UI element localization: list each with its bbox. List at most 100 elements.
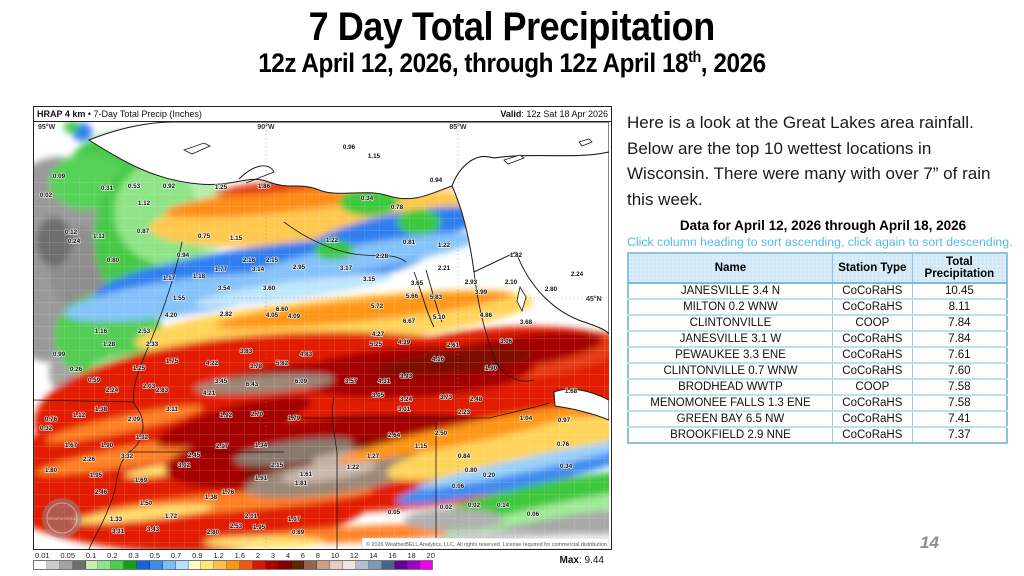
scale-tick: 0.3 — [128, 551, 139, 560]
svg-text:4.27: 4.27 — [372, 331, 385, 338]
svg-text:2.83: 2.83 — [156, 387, 169, 394]
svg-text:0.20: 0.20 — [483, 472, 496, 479]
scale-tick: 1.6 — [234, 551, 246, 560]
svg-text:0.02: 0.02 — [468, 502, 481, 509]
scale-cell — [34, 561, 47, 569]
page-number: 14 — [920, 533, 939, 552]
svg-text:1.07: 1.07 — [288, 516, 301, 523]
scale-tick: 1.2 — [213, 551, 224, 560]
state-borders — [34, 165, 550, 549]
scale-cell — [124, 561, 137, 569]
scale-cell — [265, 561, 279, 569]
svg-text:6.67: 6.67 — [403, 318, 416, 325]
svg-text:1.17: 1.17 — [163, 275, 176, 282]
svg-text:2.23: 2.23 — [458, 409, 471, 416]
scale-tick: 10 — [330, 551, 340, 560]
color-scale: 0.01 0.05 0.1 0.2 0.3 0.5 0.7 0.9 1.2 1.6 2 3 4 6 8 10 1… — [33, 551, 610, 570]
svg-text:5.25: 5.25 — [370, 341, 383, 348]
svg-text:3.05: 3.05 — [372, 392, 385, 399]
svg-text:0.09: 0.09 — [53, 173, 66, 180]
svg-text:2.16: 2.16 — [243, 257, 256, 264]
column-header-name[interactable]: Name — [627, 252, 833, 284]
svg-text:1.15: 1.15 — [230, 235, 243, 242]
svg-text:2.53: 2.53 — [138, 328, 151, 335]
svg-text:3.99: 3.99 — [475, 289, 488, 296]
svg-text:0.24: 0.24 — [68, 238, 81, 245]
svg-text:45°N: 45°N — [586, 295, 602, 303]
scale-cell — [59, 561, 73, 569]
svg-text:0.06: 0.06 — [527, 511, 540, 518]
svg-text:0.02: 0.02 — [40, 192, 53, 199]
scale-tick: 0.2 — [107, 551, 118, 560]
svg-text:0.34: 0.34 — [361, 195, 374, 202]
svg-text:4.20: 4.20 — [165, 312, 178, 319]
svg-text:WeatherBELL: WeatherBELL — [48, 516, 77, 521]
svg-text:3.57: 3.57 — [345, 378, 358, 385]
scale-cell — [291, 561, 305, 569]
graticule-labels: 95°W 90°W 85°W 45°N — [38, 123, 602, 303]
map-valid-label: Valid: 12z Sat 18 Apr 2026 — [500, 109, 608, 119]
svg-text:4.16: 4.16 — [432, 356, 445, 363]
wettest-locations-table: Name Station Type Total Precipitation JANE… — [627, 252, 1008, 444]
svg-text:1.82: 1.82 — [510, 252, 523, 259]
svg-text:0.99: 0.99 — [53, 351, 66, 358]
scale-cell — [407, 561, 421, 569]
map-product-label: HRAP 4 km • 7-Day Total Precip (Inches) — [37, 109, 202, 119]
svg-text:0.26: 0.26 — [70, 366, 83, 373]
scale-cell — [252, 561, 266, 569]
scale-cell — [98, 561, 112, 569]
svg-text:2.33: 2.33 — [146, 341, 159, 348]
svg-text:1.67: 1.67 — [65, 442, 78, 449]
svg-text:5.66: 5.66 — [406, 293, 419, 300]
svg-text:1.12: 1.12 — [138, 200, 151, 207]
svg-text:90°W: 90°W — [257, 123, 275, 131]
scale-cell — [227, 561, 240, 569]
scale-cell — [46, 561, 60, 569]
table-row: PEWAUKEE 3.3 ENE CoCoRaHS 7.61 — [627, 346, 1008, 363]
svg-text:2.80: 2.80 — [207, 529, 220, 536]
column-header-station-type[interactable]: Station Type — [831, 252, 913, 284]
svg-text:1.18: 1.18 — [193, 273, 206, 280]
svg-text:1.90: 1.90 — [101, 442, 114, 449]
svg-text:0.78: 0.78 — [391, 204, 404, 211]
sort-instructions: Click column heading to sort ascending, … — [627, 235, 1013, 249]
svg-text:1.77: 1.77 — [215, 266, 228, 273]
svg-text:2.64: 2.64 — [388, 432, 401, 439]
svg-text:1.28: 1.28 — [103, 341, 116, 348]
svg-text:4.39: 4.39 — [398, 339, 411, 346]
table-row: CLINTONVILLE COOP 7.84 — [627, 314, 1008, 331]
svg-text:6.43: 6.43 — [246, 381, 259, 388]
scale-cell — [330, 561, 343, 569]
scale-tick: 18 — [407, 551, 416, 560]
svg-text:0.84: 0.84 — [458, 453, 471, 460]
scale-cell — [72, 561, 86, 569]
svg-text:4.22: 4.22 — [206, 360, 219, 367]
svg-text:6.09: 6.09 — [295, 378, 308, 385]
svg-text:3.11: 3.11 — [166, 406, 178, 413]
scale-cell — [317, 561, 331, 569]
svg-text:1.38: 1.38 — [95, 406, 108, 413]
svg-text:0.53: 0.53 — [128, 183, 141, 190]
svg-text:2.09: 2.09 — [128, 416, 141, 423]
svg-text:2.45: 2.45 — [188, 452, 201, 459]
svg-text:0.32: 0.32 — [40, 425, 53, 432]
svg-text:1.91: 1.91 — [255, 475, 268, 482]
page-subtitle: 12z April 12, 2026, through 12z April 18… — [258, 48, 766, 79]
scale-tick: 0.9 — [192, 551, 203, 560]
svg-text:1.50: 1.50 — [140, 500, 153, 507]
svg-text:1.95: 1.95 — [253, 524, 266, 531]
svg-text:3.24: 3.24 — [400, 396, 413, 403]
svg-text:0.96: 0.96 — [343, 144, 356, 151]
svg-text:1.38: 1.38 — [205, 494, 218, 501]
column-header-total-precipitation[interactable]: Total Precipitation — [911, 252, 1008, 284]
svg-text:3.54: 3.54 — [218, 285, 231, 292]
svg-text:3.01: 3.01 — [398, 406, 411, 413]
scale-cell — [188, 561, 202, 569]
svg-text:4.86: 4.86 — [480, 312, 493, 319]
svg-text:1.25: 1.25 — [215, 184, 228, 191]
svg-text:4.83: 4.83 — [300, 351, 313, 358]
svg-text:1.68: 1.68 — [565, 388, 578, 395]
title-area: 7 Day Total Precipitation 12z April 12, … — [0, 5, 1024, 79]
table-row: GREEN BAY 6.5 NW CoCoRaHS 7.41 — [627, 410, 1008, 427]
